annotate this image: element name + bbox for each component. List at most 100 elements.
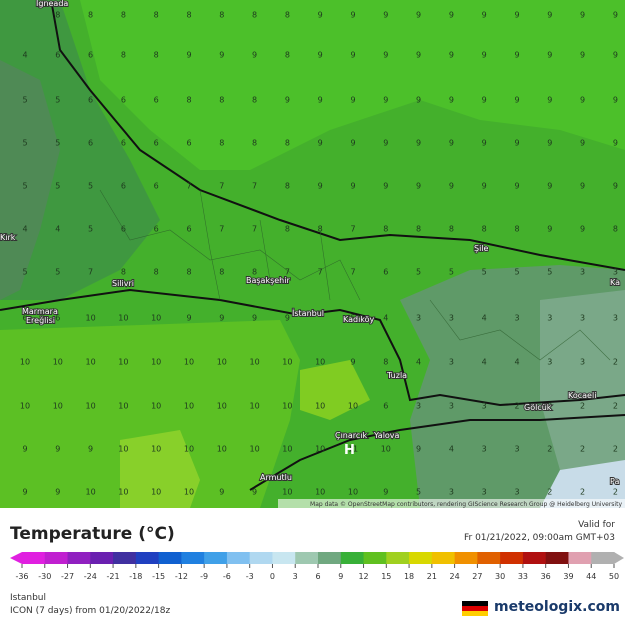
tick-label: -6 bbox=[223, 572, 231, 581]
grid-value: 4 bbox=[22, 51, 27, 60]
grid-value: 4 bbox=[482, 358, 487, 367]
grid-value: 3 bbox=[580, 358, 585, 367]
grid-value: 9 bbox=[252, 314, 257, 323]
grid-value: 10 bbox=[184, 358, 194, 367]
grid-value: 9 bbox=[449, 139, 454, 148]
grid-value: 10 bbox=[315, 358, 325, 367]
grid-value: 9 bbox=[514, 11, 519, 20]
grid-value: 9 bbox=[514, 51, 519, 60]
grid-value: 9 bbox=[416, 182, 421, 191]
grid-value: 8 bbox=[186, 268, 191, 277]
attribution-bg bbox=[278, 499, 625, 508]
grid-value: 10 bbox=[184, 445, 194, 454]
mild-zone bbox=[120, 430, 200, 508]
grid-value: 9 bbox=[383, 96, 388, 105]
grid-value: 4 bbox=[514, 358, 519, 367]
grid-value: 9 bbox=[580, 96, 585, 105]
grid-value: 6 bbox=[186, 139, 191, 148]
grid-value: 9 bbox=[416, 139, 421, 148]
grid-value: 9 bbox=[449, 96, 454, 105]
color-step bbox=[67, 552, 91, 564]
color-step bbox=[135, 552, 160, 564]
grid-value: 9 bbox=[514, 182, 519, 191]
grid-value: 9 bbox=[482, 51, 487, 60]
grid-value: 10 bbox=[282, 445, 292, 454]
color-step bbox=[204, 552, 228, 564]
grid-value: 9 bbox=[55, 488, 60, 497]
grid-value: 5 bbox=[482, 268, 487, 277]
grid-value: 10 bbox=[184, 488, 194, 497]
grid-value: 10 bbox=[282, 488, 292, 497]
brand[interactable]: meteologix.com bbox=[494, 599, 620, 615]
grid-value: 7 bbox=[88, 268, 93, 277]
valid-label: Valid for bbox=[578, 520, 615, 530]
grid-value: 8 bbox=[318, 225, 323, 234]
roads bbox=[0, 4, 625, 491]
color-step bbox=[181, 552, 205, 564]
grid-value: 9 bbox=[22, 488, 27, 497]
color-step bbox=[249, 552, 273, 564]
grid-value: 7 bbox=[186, 182, 191, 191]
grid-value: 9 bbox=[482, 11, 487, 20]
place-label: Kocaeli bbox=[568, 391, 596, 400]
grid-value: 6 bbox=[121, 225, 126, 234]
grid-value: 7 bbox=[350, 225, 355, 234]
color-step bbox=[545, 552, 569, 564]
grid-value: 3 bbox=[482, 488, 487, 497]
place-label: Kadıköy bbox=[343, 315, 375, 324]
grid-value: 8 bbox=[383, 358, 388, 367]
grid-value: 10 bbox=[381, 445, 391, 454]
grid-value: 8 bbox=[285, 11, 290, 20]
grid-value: 8 bbox=[613, 225, 618, 234]
grid-value: 10 bbox=[86, 402, 96, 411]
grid-value: 10 bbox=[151, 358, 161, 367]
grid-value: 6 bbox=[121, 96, 126, 105]
mild-zone bbox=[300, 360, 370, 420]
place-label: Şile bbox=[474, 244, 489, 253]
place-label: Çınarcık bbox=[335, 431, 368, 440]
bar-end bbox=[10, 552, 22, 564]
grid-value: 8 bbox=[55, 11, 60, 20]
grid-value: 10 bbox=[86, 488, 96, 497]
grid-value: 10 bbox=[151, 402, 161, 411]
color-step bbox=[363, 552, 387, 564]
grid-value: 10 bbox=[217, 358, 227, 367]
color-step bbox=[113, 552, 137, 564]
color-step bbox=[500, 552, 524, 564]
grid-value: 9 bbox=[613, 11, 618, 20]
temperature-grid: 8 8 8 8 8 8 8 8 9 9 9 9 9 9 9 9 9 9 4 6 6 8 8 9 9 9 8 9 9 9 9 9 9 9 9 9 9 5 5 6… bbox=[20, 11, 618, 497]
grid-value: 8 bbox=[154, 51, 159, 60]
grid-value: 8 bbox=[121, 51, 126, 60]
color-step bbox=[454, 552, 478, 564]
place-label: Yalova bbox=[373, 431, 400, 440]
place-label: Başakşehir bbox=[246, 276, 290, 285]
grid-value: 8 bbox=[219, 96, 224, 105]
grid-value: 9 bbox=[613, 51, 618, 60]
place-label: Pa bbox=[610, 477, 619, 486]
tick-label: -24 bbox=[84, 572, 97, 581]
grid-value: 9 bbox=[613, 182, 618, 191]
color-step bbox=[409, 552, 433, 564]
place-label: Ka bbox=[610, 278, 620, 287]
grid-value: 9 bbox=[580, 51, 585, 60]
grid-value: 9 bbox=[580, 182, 585, 191]
tick-label: -15 bbox=[152, 572, 165, 581]
grid-value: 3 bbox=[514, 445, 519, 454]
grid-value: 9 bbox=[482, 96, 487, 105]
place-label: Tuzla bbox=[386, 371, 407, 380]
grid-value: 6 bbox=[121, 139, 126, 148]
place-labels: Igneada Silivri Marmara Ereğlisi Başakşe… bbox=[0, 0, 621, 487]
grid-value: 9 bbox=[350, 139, 355, 148]
grid-value: 6 bbox=[154, 225, 159, 234]
grid-value: 9 bbox=[350, 11, 355, 20]
place-label: Marmara bbox=[22, 307, 58, 316]
grid-value: 5 bbox=[547, 268, 552, 277]
color-step bbox=[295, 552, 319, 564]
tick-label: 0 bbox=[270, 572, 275, 581]
valid-time: Fr 01/21/2022, 09:00am GMT+03 bbox=[464, 533, 615, 543]
tick-label: 33 bbox=[518, 572, 528, 581]
grid-value: 5 bbox=[55, 139, 60, 148]
grid-value: 10 bbox=[86, 358, 96, 367]
grid-value: 4 bbox=[55, 225, 60, 234]
grid-value: 9 bbox=[318, 51, 323, 60]
